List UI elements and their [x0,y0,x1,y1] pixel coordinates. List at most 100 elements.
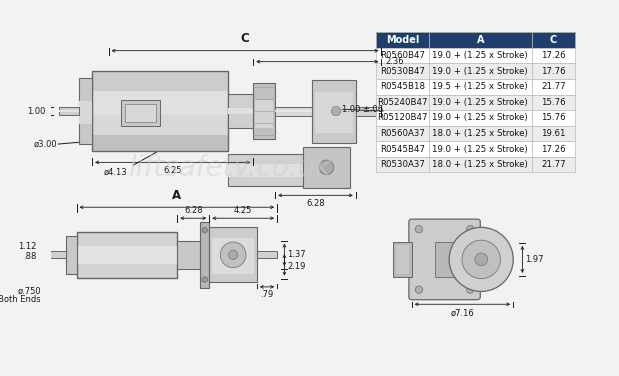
Bar [532,48,576,64]
Text: 19.0 + (1.25 x Stroke): 19.0 + (1.25 x Stroke) [433,114,528,123]
Circle shape [467,286,474,293]
Circle shape [228,250,238,259]
Text: 15.76: 15.76 [541,114,566,123]
Bar [79,101,92,124]
FancyBboxPatch shape [409,219,480,300]
Text: 1.00: 1.00 [27,107,45,115]
Bar [429,157,532,173]
Bar [429,141,532,157]
Text: 15.76: 15.76 [541,98,566,107]
Text: R0530B47: R0530B47 [380,67,425,76]
Bar [429,79,532,95]
Bar [59,110,79,112]
Text: 2.36: 2.36 [385,57,404,66]
Bar [303,147,350,188]
Text: R0545B18: R0545B18 [380,82,425,91]
Text: liftsafety.co.uk: liftsafety.co.uk [128,154,331,182]
Text: 19.0 + (1.25 x Stroke): 19.0 + (1.25 x Stroke) [433,98,528,107]
Circle shape [331,106,340,116]
Bar [228,94,253,128]
Text: 1.00 ±.06: 1.00 ±.06 [342,105,383,114]
Text: R05240B47: R05240B47 [377,98,428,107]
Text: 21.77: 21.77 [541,160,566,169]
Text: 17.76: 17.76 [541,67,566,76]
Bar [177,241,200,269]
Circle shape [202,277,207,282]
Bar [429,110,532,126]
Bar [92,71,228,91]
Bar [257,251,277,258]
Bar [66,236,77,274]
Circle shape [449,227,513,291]
Bar [200,222,209,288]
Bar [376,126,429,141]
Text: R0530A37: R0530A37 [380,160,425,169]
Circle shape [319,160,334,175]
Bar [429,48,532,64]
Bar [228,108,253,114]
Text: .88: .88 [23,252,37,261]
Text: ø.750: ø.750 [17,287,41,296]
Circle shape [202,227,207,233]
Text: 1.37: 1.37 [287,250,306,259]
Text: A: A [172,189,181,202]
Bar [532,79,576,95]
Text: 2.19: 2.19 [287,262,306,271]
Bar [532,126,576,141]
Bar [532,64,576,79]
Bar [45,251,66,258]
Bar [532,157,576,173]
Bar [79,78,92,144]
Bar [125,104,156,122]
Bar [396,245,409,274]
Bar [77,246,177,264]
Text: 6.28: 6.28 [184,206,202,215]
Text: 17.26: 17.26 [541,51,566,60]
Text: 1.97: 1.97 [525,255,543,264]
Text: ø7.16: ø7.16 [451,309,474,318]
Bar [92,91,228,115]
Bar [255,100,274,128]
Bar [209,227,257,282]
Text: C: C [550,35,557,45]
Text: 19.5 + (1.25 x Stroke): 19.5 + (1.25 x Stroke) [433,82,528,91]
Text: 17.26: 17.26 [541,145,566,153]
Bar [376,32,429,48]
Bar [228,154,331,186]
Bar [393,242,412,277]
Text: C: C [241,32,249,45]
Text: Both Ends: Both Ends [0,295,41,304]
Bar [275,110,316,112]
Bar [429,95,532,110]
Text: 6.25: 6.25 [163,166,182,175]
Text: ø3.00: ø3.00 [33,139,58,149]
Bar [253,83,275,139]
Bar [532,110,576,126]
Text: R0545B47: R0545B47 [380,145,425,153]
Bar [376,79,429,95]
Bar [532,95,576,110]
Bar [77,232,177,278]
Text: 21.77: 21.77 [541,82,566,91]
Text: 19.0 + (1.25 x Stroke): 19.0 + (1.25 x Stroke) [433,67,528,76]
Bar [212,238,254,274]
Bar [92,71,228,152]
Circle shape [462,240,500,279]
Bar [376,95,429,110]
Bar [376,141,429,157]
Text: R05120B47: R05120B47 [377,114,428,123]
Bar [356,106,381,116]
Circle shape [220,242,246,268]
Text: 19.0 + (1.25 x Stroke): 19.0 + (1.25 x Stroke) [433,145,528,153]
Bar [275,106,316,116]
Text: .79: .79 [261,290,274,299]
Bar [376,157,429,173]
Text: Model: Model [386,35,419,45]
Circle shape [415,226,423,233]
Bar [532,32,576,48]
Bar [429,126,532,141]
Text: 18.0 + (1.25 x Stroke): 18.0 + (1.25 x Stroke) [433,160,528,169]
Text: 6.28: 6.28 [306,199,325,208]
Circle shape [475,253,488,266]
Bar [59,108,79,115]
